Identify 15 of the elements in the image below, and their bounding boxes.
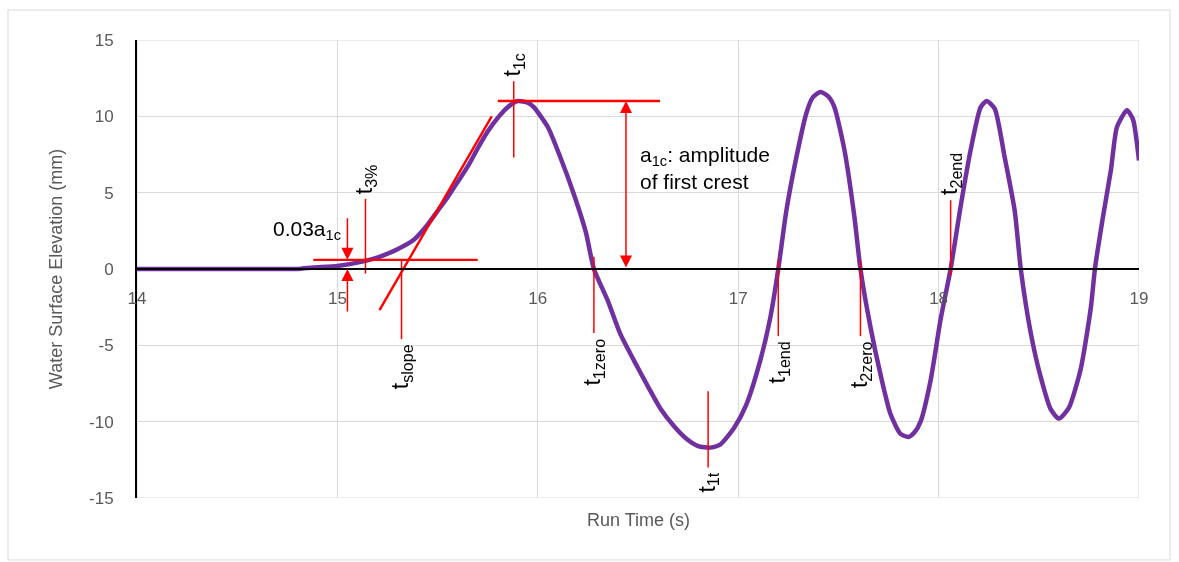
y-tick-label: 5	[104, 183, 114, 203]
y-axis-title: Water Surface Elevation (mm)	[45, 148, 66, 390]
annotation: a$_{1c}$: amplitude of first crest	[640, 143, 770, 194]
x-tick-label: 17	[728, 289, 748, 309]
annotation: 0.03a$_{1c}$	[273, 217, 342, 244]
y-tick-label: 0	[104, 259, 114, 279]
y-tick-label: -15	[89, 488, 114, 508]
y-tick-label: -10	[89, 412, 114, 432]
x-tick-label: 16	[528, 289, 548, 309]
x-tick-label: 15	[327, 289, 347, 309]
y-tick-label: -5	[98, 336, 114, 356]
y-tick-label: 10	[94, 107, 114, 127]
x-axis-title: Run Time (s)	[587, 510, 691, 530]
y-tick-label: 15	[94, 30, 114, 50]
x-tick-label: 19	[1129, 289, 1149, 309]
